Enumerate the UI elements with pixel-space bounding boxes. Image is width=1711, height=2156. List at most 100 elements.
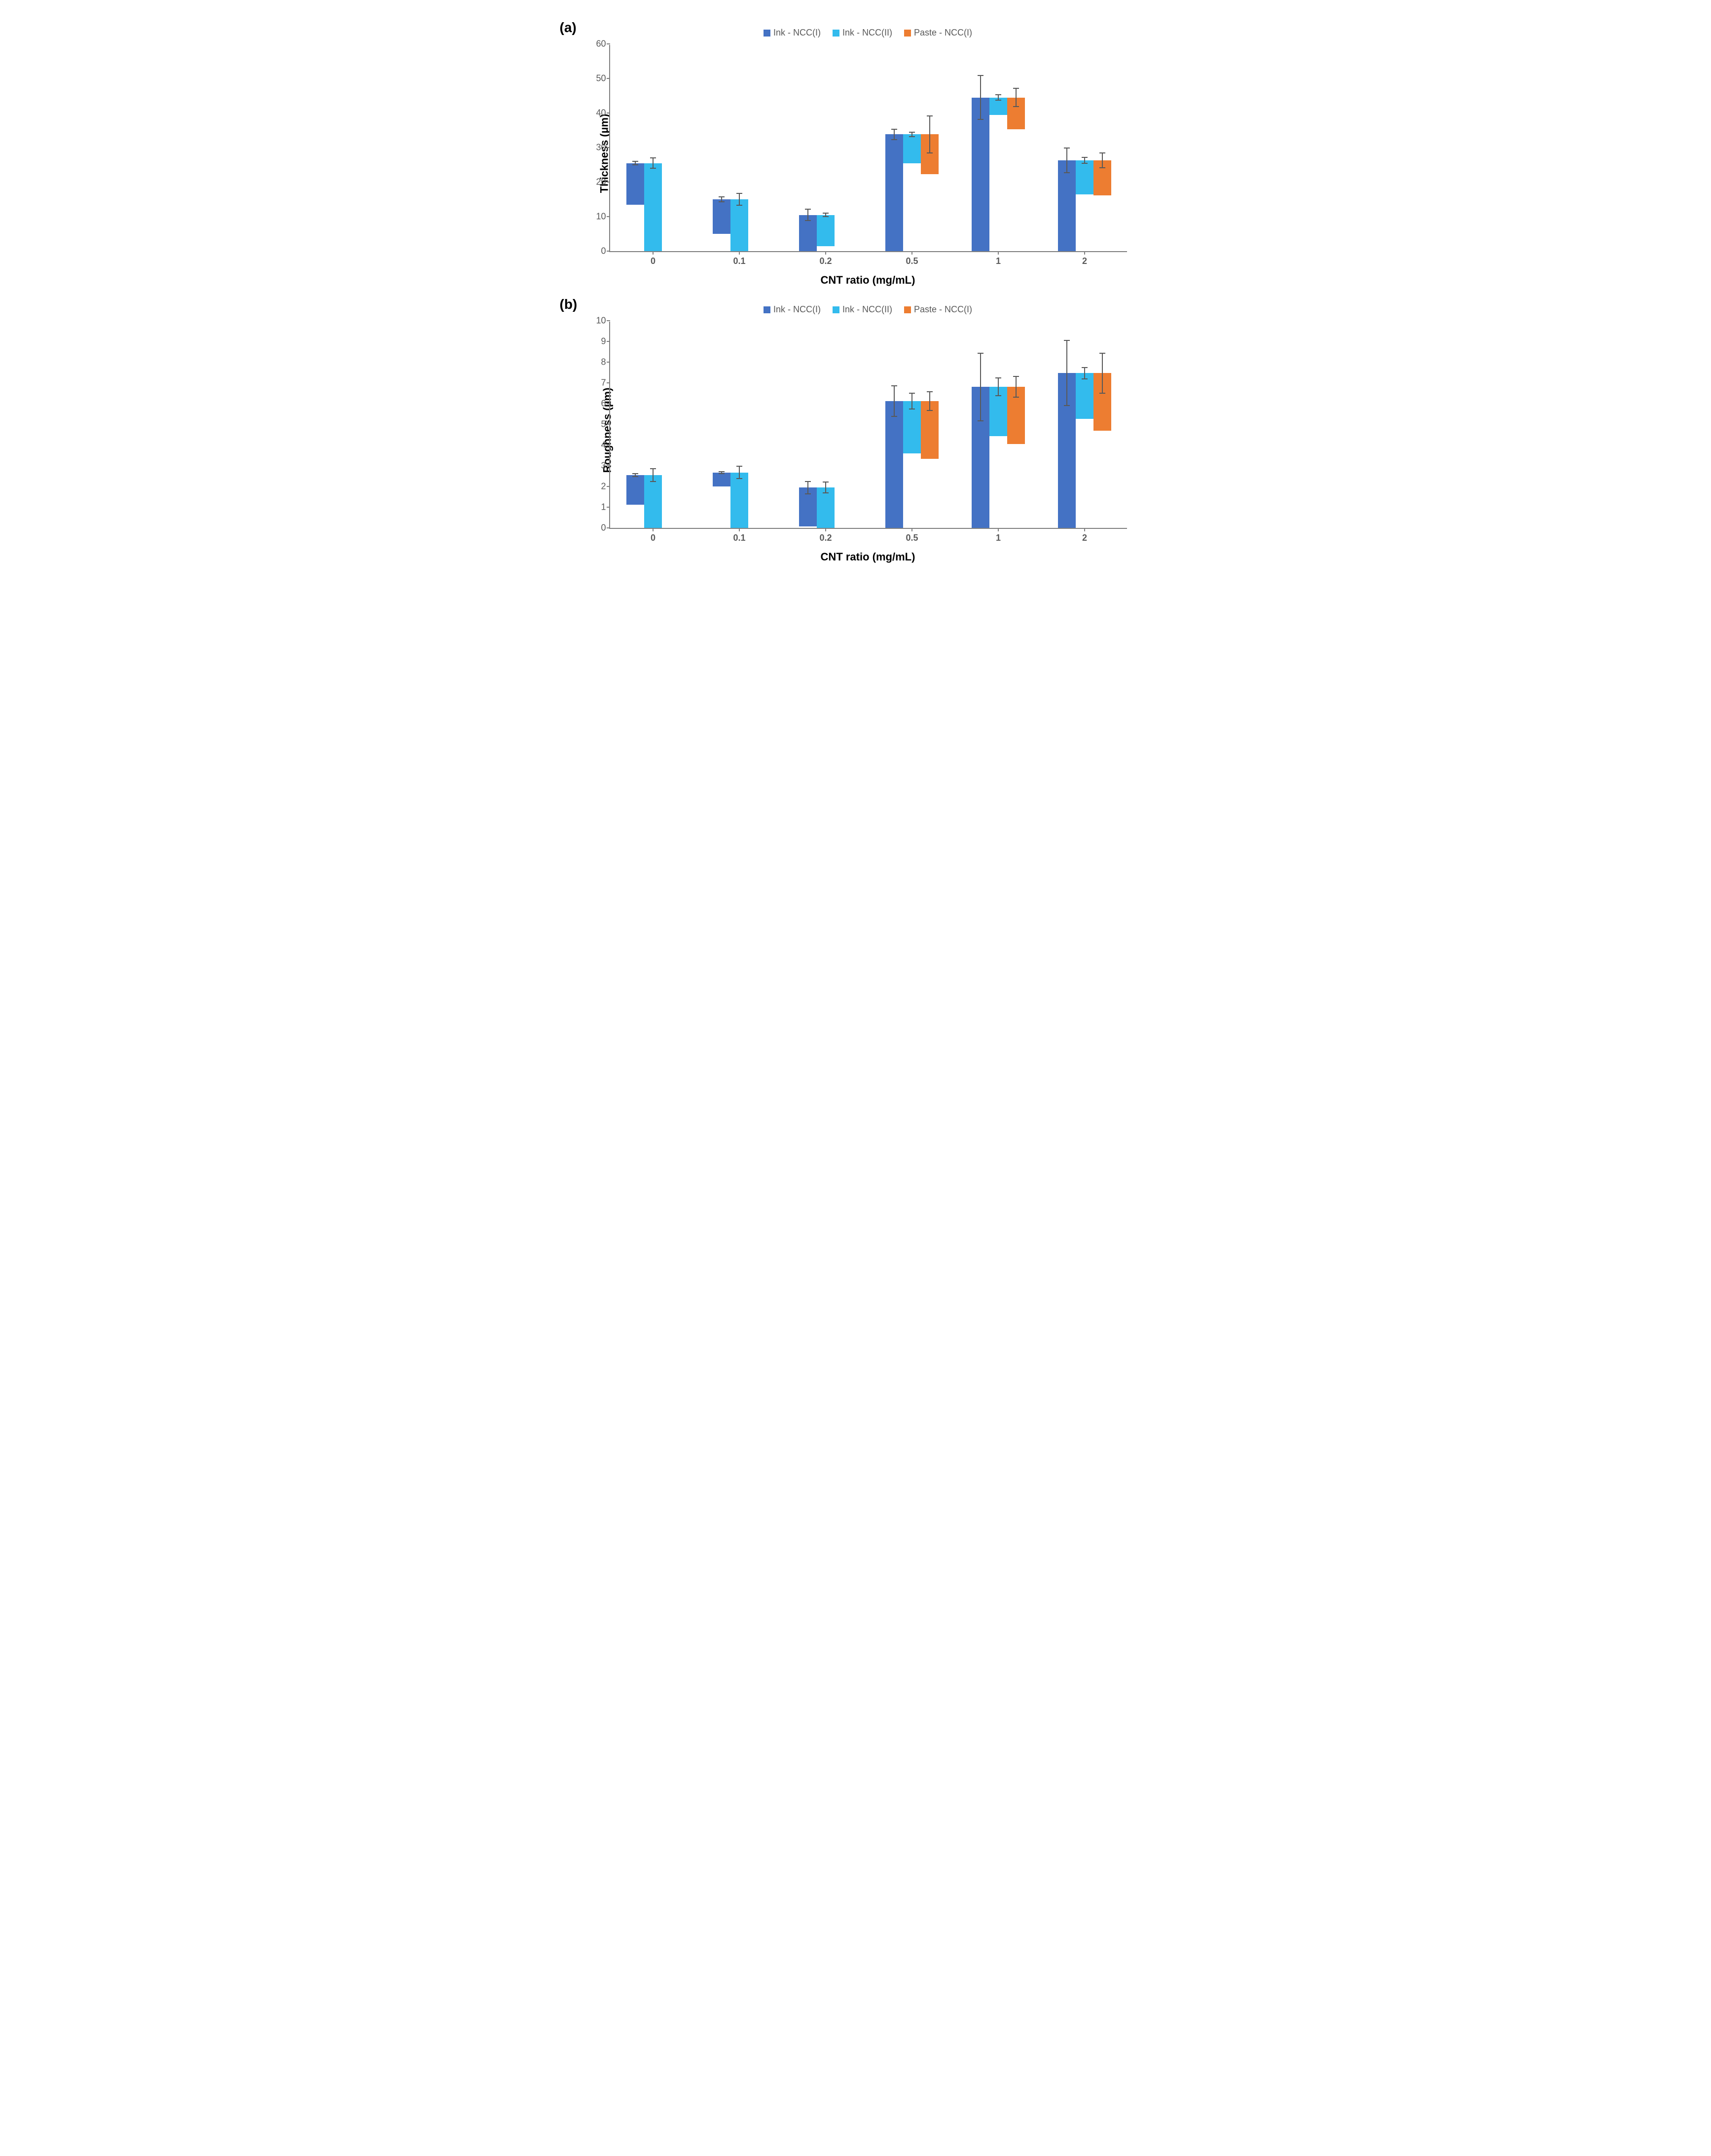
legend-swatch [833,30,839,37]
error-bar-cap-bottom [995,395,1001,396]
legend-label: Ink - NCC(I) [773,28,821,38]
y-tick-mark [607,486,610,487]
chart-bar [972,387,989,528]
x-tick-mark [998,528,999,531]
x-tick-label: 0 [651,256,655,266]
error-bar-cap-bottom [719,473,725,474]
error-bar-line [653,469,654,481]
error-bar-cap-top [736,466,742,467]
y-tick-label: 60 [596,39,606,49]
x-tick-label: 0.2 [819,533,832,543]
chart-bar [903,134,921,163]
error-bar-cap-bottom [805,220,811,221]
chart-bar [713,199,730,234]
error-bar-cap-top [1013,88,1019,89]
error-bar-cap-top [1082,157,1088,158]
x-tick-mark [653,528,654,531]
error-bar-cap-bottom [632,164,638,165]
legend-label: Paste - NCC(I) [914,28,972,38]
error-bar-cap-top [927,391,933,392]
error-bar-cap-top [719,196,725,197]
error-bar-cap-top [632,161,638,162]
legend-label: Ink - NCC(II) [842,28,892,38]
y-tick-label: 10 [596,316,606,326]
chart-bar [989,387,1007,436]
error-bar-cap-bottom [632,476,638,477]
x-tick-mark [739,251,740,255]
y-tick-mark [607,43,610,44]
error-bar-cap-top [736,193,742,194]
error-bar-line [929,392,930,410]
error-bar-cap-top [891,385,897,386]
error-bar-line [807,482,808,494]
chart-bar [972,98,989,252]
y-tick-label: 5 [601,419,606,430]
error-bar-line [1016,88,1017,106]
y-tick-label: 2 [601,482,606,492]
chart-bar [1093,373,1111,431]
error-bar-cap-top [719,471,725,472]
legend-label: Ink - NCC(I) [773,304,821,315]
x-tick-mark [825,251,826,255]
error-bar-cap-top [891,129,897,130]
error-bar-line [894,129,895,140]
error-bar-cap-bottom [736,478,742,479]
y-tick-mark [607,445,610,446]
chart-panel-a: (a) Thickness (µm) Ink - NCC(I) Ink - NC… [560,20,1152,287]
bar-group [1058,160,1111,251]
x-tick-mark [1084,528,1085,531]
error-bar-cap-bottom [823,216,829,217]
x-tick-mark [739,528,740,531]
error-bar-line [1066,148,1067,173]
bar-group [972,98,1025,252]
legend-label: Ink - NCC(II) [842,304,892,315]
chart-bar [817,215,835,246]
y-tick-label: 0 [601,246,606,257]
error-bar-line [739,466,740,479]
bar-group [713,199,766,251]
chart-bar [1058,373,1076,528]
x-axis-title: CNT ratio (mg/mL) [609,274,1127,287]
error-bar-cap-top [632,473,638,474]
y-tick-label: 3 [601,461,606,471]
chart-legend: Ink - NCC(I) Ink - NCC(II) Paste - NCC(I… [609,301,1127,322]
y-tick-mark [607,78,610,79]
chart-bar [799,487,817,526]
error-bar-cap-top [823,213,829,214]
y-tick-mark [607,341,610,342]
error-bar-cap-bottom [1099,393,1105,394]
chart-frame: Ink - NCC(I) Ink - NCC(II) Paste - NCC(I… [609,301,1127,563]
x-tick-label: 2 [1082,256,1087,266]
error-bar-cap-bottom [1013,397,1019,398]
error-bar-cap-top [650,157,656,158]
y-tick-label: 10 [596,212,606,222]
x-tick-label: 0.1 [733,256,745,266]
error-bar-cap-bottom [978,420,983,421]
x-tick-mark [653,251,654,255]
error-bar-cap-bottom [1013,106,1019,107]
legend-item: Ink - NCC(I) [764,28,821,38]
chart-bar [626,475,644,505]
y-tick-mark [607,147,610,148]
x-tick-label: 1 [996,533,1001,543]
error-bar-cap-bottom [909,136,915,137]
error-bar-cap-top [909,393,915,394]
chart-bar [730,473,748,528]
legend-swatch [833,306,839,313]
x-tick-mark [911,528,912,531]
y-tick-label: 9 [601,336,606,347]
chart-bar [903,401,921,453]
error-bar-cap-bottom [891,139,897,140]
error-bar-cap-bottom [978,119,983,120]
error-bar-cap-top [995,94,1001,95]
y-tick-label: 4 [601,440,606,450]
error-bar-cap-top [927,115,933,116]
error-bar-line [911,393,912,409]
legend-item: Ink - NCC(II) [833,304,892,315]
y-tick-mark [607,527,610,528]
y-tick-label: 20 [596,177,606,187]
x-tick-mark [825,528,826,531]
bar-group [885,134,939,251]
y-tick-label: 0 [601,523,606,533]
error-bar-cap-bottom [1064,405,1070,406]
